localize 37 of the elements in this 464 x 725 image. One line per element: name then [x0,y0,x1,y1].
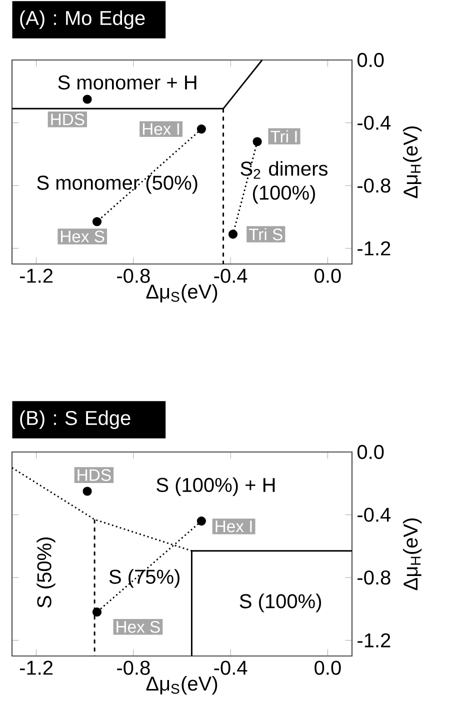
annotation: S (100%) + H [156,477,275,496]
x-axis-title: Δμ$_{S}$(eV) [146,676,218,695]
series-label: Hex S [116,621,160,633]
x-axis-title: Δμ$_{S}$(eV) [146,284,218,303]
series-label: Tri S [248,228,282,240]
x-tick-label: -1.2 [20,268,53,283]
y-tick-label: -1.2 [358,241,390,256]
x-tick-label: -0.4 [214,660,248,675]
series-label: HDS [78,469,111,481]
chart-title: (B) : S Edge [20,410,130,430]
y-tick-label: -0.8 [358,178,390,193]
y-axis-title: Δμ$_{H}$(eV) [402,518,422,590]
y-tick-label: 0.0 [357,444,384,460]
series-label: Hex S [61,230,104,242]
series-label: Hex I [142,123,179,135]
annotation: S (100%) [240,594,321,612]
y-tick-label: -1.2 [358,633,390,648]
series-label: Hex I [216,520,252,532]
y-tick-label: -0.4 [358,508,391,522]
x-tick-label: -0.8 [117,660,150,675]
y-tick-label: 0.0 [357,52,384,68]
annotation: S$_{2}$ dimers (100%) [240,161,328,204]
y-tick-label: -0.8 [358,570,390,585]
y-axis-title: Δμ$_{H}$(eV) [402,126,422,198]
series-label: Tri I [270,130,297,142]
x-tick-label: 0.0 [314,660,341,675]
annotation: S monomer + H [58,75,196,90]
chart-title: (A) : Mo Edge [20,10,145,30]
y-tick-label: -0.4 [358,116,391,130]
x-tick-label: -0.4 [214,268,248,283]
annotation: S monomer (50%) [37,175,198,194]
series-label: HDS [51,114,84,126]
x-tick-label: -1.2 [20,660,53,675]
annotation: S (75%) [109,569,180,588]
annotation: S (50%) [36,538,56,608]
x-tick-label: 0.0 [314,268,341,283]
x-tick-label: -0.8 [117,268,150,283]
